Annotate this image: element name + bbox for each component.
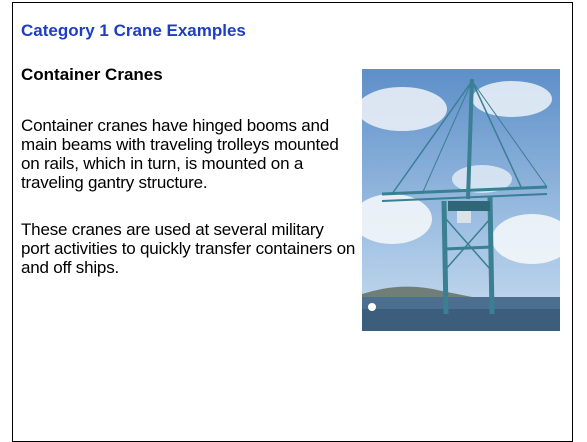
paragraph: These cranes are used at several militar… — [21, 220, 356, 277]
section-heading: Container Cranes — [21, 65, 163, 85]
paragraph: Container cranes have hinged booms and m… — [21, 116, 356, 192]
crane-photo — [362, 69, 560, 331]
slide-title: Category 1 Crane Examples — [21, 21, 246, 41]
page: {"header": {"title": "Category 1 Crane E… — [0, 0, 587, 429]
